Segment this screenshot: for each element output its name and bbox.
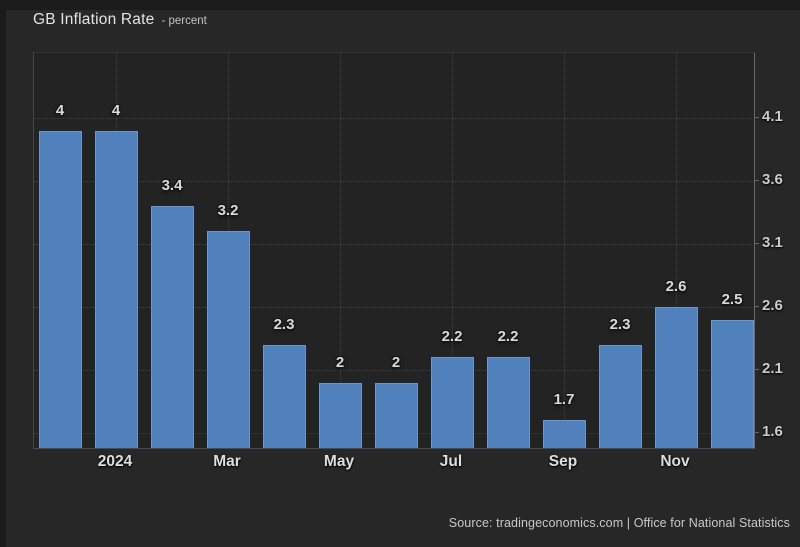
y-tick-mark [754, 242, 759, 244]
x-axis-label: Jul [439, 453, 463, 470]
bar-value-label: 2 [391, 353, 401, 371]
bar-value-label: 3.4 [161, 177, 183, 195]
x-axis-label: Nov [660, 453, 690, 470]
x-axis-label: Mar [213, 453, 241, 470]
bar[interactable] [318, 382, 362, 448]
x-gridline [676, 53, 677, 448]
y-tick-mark [754, 305, 759, 307]
bar-value-label: 2.5 [721, 290, 743, 308]
x-axis-label: Sep [548, 453, 578, 470]
bar-value-label: 1.7 [553, 391, 575, 409]
y-axis-label: 4.1 [762, 107, 783, 125]
bar-value-label: 4 [111, 101, 121, 119]
y-gridline [34, 243, 754, 245]
y-gridline [34, 117, 754, 119]
x-axis-label: May [323, 453, 355, 470]
bar-value-label: 2 [335, 353, 345, 371]
bar-value-label: 2.2 [497, 328, 519, 346]
bar-value-label: 2.3 [273, 315, 295, 333]
bar[interactable] [150, 206, 194, 448]
chart-subtitle: - percent [161, 15, 207, 27]
y-gridline [34, 306, 754, 308]
y-axis-label: 1.6 [762, 422, 783, 440]
bar[interactable] [598, 344, 642, 448]
chart-title: GB Inflation Rate [33, 11, 155, 28]
source-note: Source: tradingeconomics.com | Office fo… [448, 516, 790, 530]
y-axis-label: 2.1 [762, 359, 783, 377]
bar[interactable] [206, 231, 250, 448]
bar[interactable] [262, 344, 306, 448]
bar[interactable] [94, 130, 138, 448]
x-axis-label: 2024 [97, 453, 133, 470]
bar[interactable] [542, 420, 586, 448]
bar[interactable] [486, 357, 530, 448]
x-gridline [564, 53, 565, 448]
bar-value-label: 3.2 [217, 202, 239, 220]
y-axis-label: 2.6 [762, 296, 783, 314]
y-gridline [34, 369, 754, 371]
y-gridline [34, 180, 754, 182]
bar-value-label: 2.6 [665, 277, 687, 295]
y-axis-label: 3.6 [762, 170, 783, 188]
bar-value-label: 2.2 [441, 328, 463, 346]
bar[interactable] [374, 382, 418, 448]
bar-value-label: 4 [55, 101, 65, 119]
bar[interactable] [710, 319, 754, 448]
bar[interactable] [38, 130, 82, 448]
chart-header: GB Inflation Rate - percent [33, 11, 207, 29]
y-tick-mark [754, 179, 759, 181]
bar[interactable] [654, 306, 698, 448]
x-gridline [452, 53, 453, 448]
y-tick-mark [754, 368, 759, 370]
y-tick-mark [754, 116, 759, 118]
bar-value-label: 2.3 [609, 315, 631, 333]
x-gridline [340, 53, 341, 448]
y-tick-mark [754, 431, 759, 433]
plot-area: 4 4 3.4 3.2 2.3 2 2 2.2 2.2 1.7 2.3 2.6 2.5 [33, 52, 755, 449]
y-axis-label: 3.1 [762, 233, 783, 251]
bar[interactable] [430, 357, 474, 448]
